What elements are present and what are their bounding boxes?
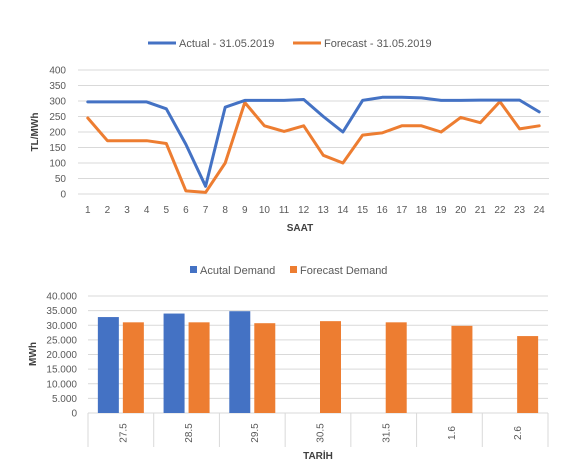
line-chart-y-tick-label: 350 xyxy=(49,81,66,92)
actual-demand-bar xyxy=(97,317,119,413)
forecast-price-series-line xyxy=(86,100,541,194)
bar-chart-y-tick-label: 0 xyxy=(71,409,77,420)
bar-chart-x-tick-label: 28.5 xyxy=(184,423,195,443)
line-chart-x-tick-label: 11 xyxy=(279,205,290,216)
bar-chart-y-tick-label: 30.000 xyxy=(46,321,77,332)
bar-chart-y-tick-label: 35.000 xyxy=(46,306,77,317)
line-chart-y-tick-label: 400 xyxy=(49,66,66,77)
actual-demand-bar xyxy=(229,311,251,413)
line-chart-x-tick-label: 2 xyxy=(105,205,111,216)
actual-price-series-line xyxy=(86,95,541,188)
line-chart-x-tick-label: 13 xyxy=(318,205,330,216)
forecast-demand-bar xyxy=(122,322,144,413)
bar-chart-x-axis-title: TARİH xyxy=(303,449,333,462)
legend-forecast-demand-label: Forecast Demand xyxy=(300,265,387,277)
line-chart-x-tick-label: 8 xyxy=(222,205,228,216)
legend-actual-demand-swatch xyxy=(190,266,197,273)
bar-chart-x-tick-label: 27.5 xyxy=(118,423,129,443)
bar-chart-x-tick-label: 30.5 xyxy=(316,423,327,443)
line-chart-x-tick-label: 3 xyxy=(124,205,130,216)
line-chart-x-tick-label: 15 xyxy=(357,205,369,216)
line-chart-x-tick-label: 10 xyxy=(259,205,271,216)
bar-chart-y-axis-title: MWh xyxy=(28,342,39,366)
line-chart-y-tick-label: 0 xyxy=(60,190,66,201)
legend-forecast-demand-swatch xyxy=(290,266,297,273)
forecast-demand-bar xyxy=(320,321,341,413)
bar-chart-x-tick-label: 29.5 xyxy=(250,423,261,443)
line-chart-x-tick-label: 1 xyxy=(85,205,91,216)
line-chart-y-tick-label: 50 xyxy=(55,174,67,185)
bar-chart-y-tick-label: 5.000 xyxy=(52,394,77,405)
line-chart-x-tick-label: 7 xyxy=(203,205,209,216)
forecast-demand-bar xyxy=(254,323,276,413)
line-chart-x-tick-label: 12 xyxy=(298,205,310,216)
line-chart-x-tick-label: 20 xyxy=(455,205,467,216)
line-chart-x-tick-label: 22 xyxy=(494,205,506,216)
legend-actual-label: Actual - 31.05.2019 xyxy=(179,38,274,50)
line-chart-x-tick-label: 6 xyxy=(183,205,189,216)
line-chart-y-tick-label: 250 xyxy=(49,112,66,123)
line-chart-x-tick-label: 5 xyxy=(164,205,170,216)
line-chart-y-axis-title: TL/MWh xyxy=(30,113,41,152)
bar-chart-x-tick-label: 2.6 xyxy=(513,426,524,440)
line-chart-x-tick-label: 9 xyxy=(242,205,248,216)
line-chart-x-tick-label: 19 xyxy=(436,205,448,216)
line-chart-y-tick-label: 150 xyxy=(49,143,66,154)
line-chart-x-tick-label: 18 xyxy=(416,205,428,216)
forecast-demand-bar xyxy=(385,322,407,413)
line-chart-x-axis-title: SAAT xyxy=(287,223,313,234)
line-chart-legend: Actual - 31.05.2019 Forecast - 31.05.201… xyxy=(148,38,432,50)
legend-actual-demand-label: Acutal Demand xyxy=(200,265,275,277)
line-chart-y-tick-label: 200 xyxy=(49,128,66,139)
line-chart-x-tick-label: 4 xyxy=(144,205,150,216)
line-chart-y-tick-label: 300 xyxy=(49,97,66,108)
line-chart-x-tick-label: 21 xyxy=(475,205,487,216)
line-chart-x-tick-label: 24 xyxy=(534,205,546,216)
legend-forecast-label: Forecast - 31.05.2019 xyxy=(324,38,432,50)
demand-bar-chart: 0 5.000 10.000 15.000 20.000 25.000 30.000 35.0… xyxy=(46,292,549,447)
bar-chart-legend: Acutal Demand Forecast Demand xyxy=(190,265,387,277)
forecast-demand-bar xyxy=(517,336,539,413)
bar-chart-y-tick-label: 40.000 xyxy=(46,292,77,303)
line-chart-x-tick-label: 17 xyxy=(396,205,408,216)
line-chart-x-tick-label: 14 xyxy=(337,205,349,216)
line-chart-x-tick-label: 16 xyxy=(377,205,389,216)
bar-chart-y-tick-label: 20.000 xyxy=(46,350,77,361)
forecast-demand-bar xyxy=(451,325,473,413)
bar-chart-y-tick-label: 10.000 xyxy=(46,379,77,390)
bar-chart-y-tick-label: 25.000 xyxy=(46,335,77,346)
bar-chart-y-tick-label: 15.000 xyxy=(46,365,77,376)
forecast-demand-bar xyxy=(188,322,210,413)
line-chart-y-tick-label: 100 xyxy=(49,159,66,170)
bar-chart-x-tick-label: 31.5 xyxy=(381,423,392,443)
line-chart-x-tick-label: 23 xyxy=(514,205,526,216)
actual-demand-bar xyxy=(163,313,185,413)
bar-chart-x-tick-label: 1.6 xyxy=(447,426,458,440)
